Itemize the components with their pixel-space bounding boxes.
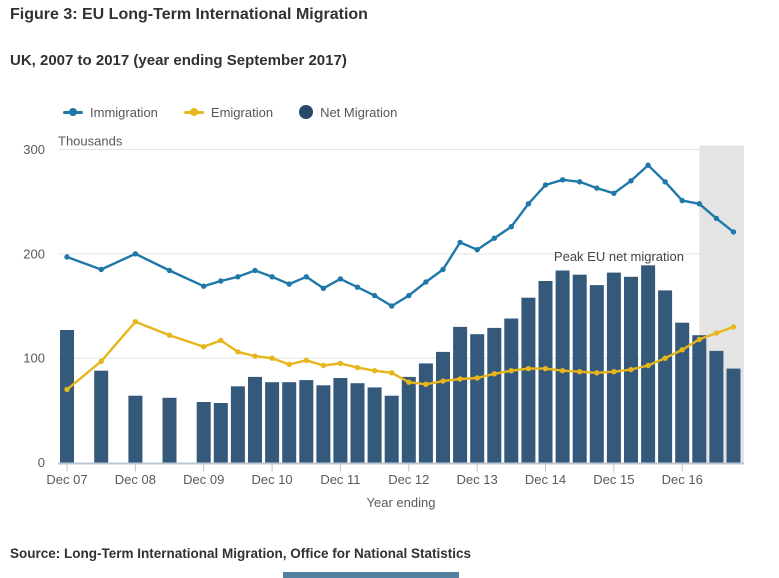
net-migration-bar [418, 363, 433, 463]
svg-text:0: 0 [38, 455, 45, 470]
net-migration-bar [230, 386, 245, 463]
legend-item-net-migration[interactable]: Net Migration [299, 105, 397, 120]
net-migration-bar [709, 350, 724, 463]
net-migration-bar [675, 322, 690, 463]
net-migration-bar [316, 385, 331, 463]
net-migration-bar [487, 327, 502, 463]
migration-chart: Dec 07 Dec 08 Dec 09 Dec 10 Dec 11 Dec 12 Dec … [23, 134, 744, 510]
net-migration-bar [384, 395, 399, 463]
y-axis-labels: 0 100 200 300 [23, 142, 45, 470]
svg-text:Dec 10: Dec 10 [251, 472, 292, 487]
unit-label: Thousands [58, 134, 123, 149]
net-migration-circle-swatch-icon [299, 105, 314, 119]
net-migration-bar [692, 335, 707, 463]
svg-text:Dec 11: Dec 11 [320, 472, 360, 487]
x-axis-ticks [66, 464, 683, 472]
svg-text:Dec 12: Dec 12 [388, 472, 429, 487]
net-migration-bar [726, 368, 741, 463]
svg-text:Dec 09: Dec 09 [183, 472, 224, 487]
svg-text:200: 200 [23, 246, 45, 261]
net-migration-bar [555, 270, 570, 463]
svg-text:100: 100 [23, 351, 45, 366]
net-migration-bar [94, 370, 109, 463]
svg-text:300: 300 [23, 142, 45, 157]
net-migration-bar [282, 382, 297, 463]
net-migration-bar [572, 274, 587, 463]
legend-item-emigration[interactable]: Emigration [183, 104, 274, 120]
net-migration-bar [60, 330, 74, 463]
legend-label-immigration: Immigration [90, 104, 158, 120]
legend-item-immigration[interactable]: Immigration [63, 105, 158, 120]
svg-text:Dec 16: Dec 16 [662, 472, 703, 487]
figure-title: Figure 3: EU Long-Term International Mig… [10, 6, 368, 23]
net-migration-bar [436, 351, 450, 463]
net-migration-bar [350, 383, 365, 463]
svg-text:Dec 14: Dec 14 [525, 472, 566, 487]
figure-subtitle: UK, 2007 to 2017 (year ending September … [10, 52, 347, 69]
net-migration-bar [453, 326, 468, 463]
net-migration-bar [299, 380, 314, 463]
net-migration-bar [606, 272, 621, 463]
svg-text:Dec 15: Dec 15 [593, 472, 634, 487]
immigration-line-swatch-icon [63, 108, 83, 116]
net-migration-bar [521, 297, 536, 463]
net-migration-bar [333, 378, 348, 463]
legend-label-net-migration: Net Migration [320, 104, 398, 120]
legend-label-emigration: Emigration [210, 104, 274, 120]
chart-legend: Immigration Emigration Net Migration [63, 103, 423, 121]
svg-text:Dec 07: Dec 07 [46, 472, 87, 487]
net-migration-bar [367, 387, 382, 463]
net-migration-bar [128, 395, 143, 463]
svg-text:Dec 08: Dec 08 [115, 472, 156, 487]
net-migration-bar [401, 376, 416, 463]
net-migration-bar [162, 397, 177, 463]
x-axis-labels: Dec 07 Dec 08 Dec 09 Dec 10 Dec 11 Dec 12 Dec … [46, 472, 702, 487]
net-migration-bar [538, 281, 553, 463]
net-migration-bar [265, 382, 280, 463]
peak-annotation: Peak EU net migration [554, 249, 684, 264]
cropped-bottom-element [283, 572, 459, 578]
net-migration-bar [213, 403, 228, 463]
source-note: Source: Long-Term International Migratio… [10, 546, 472, 561]
emigration-line-swatch-icon [183, 108, 204, 116]
net-migration-bar [470, 334, 485, 463]
net-migration-bar [248, 376, 262, 463]
net-migration-bars [60, 265, 741, 463]
emigration-line-series [64, 319, 737, 393]
net-migration-bar [196, 402, 211, 463]
net-migration-bar [504, 318, 519, 463]
immigration-line-series [64, 162, 737, 309]
x-axis-title: Year ending [367, 495, 436, 510]
svg-text:Dec 13: Dec 13 [457, 472, 498, 487]
net-migration-bar [658, 290, 673, 463]
